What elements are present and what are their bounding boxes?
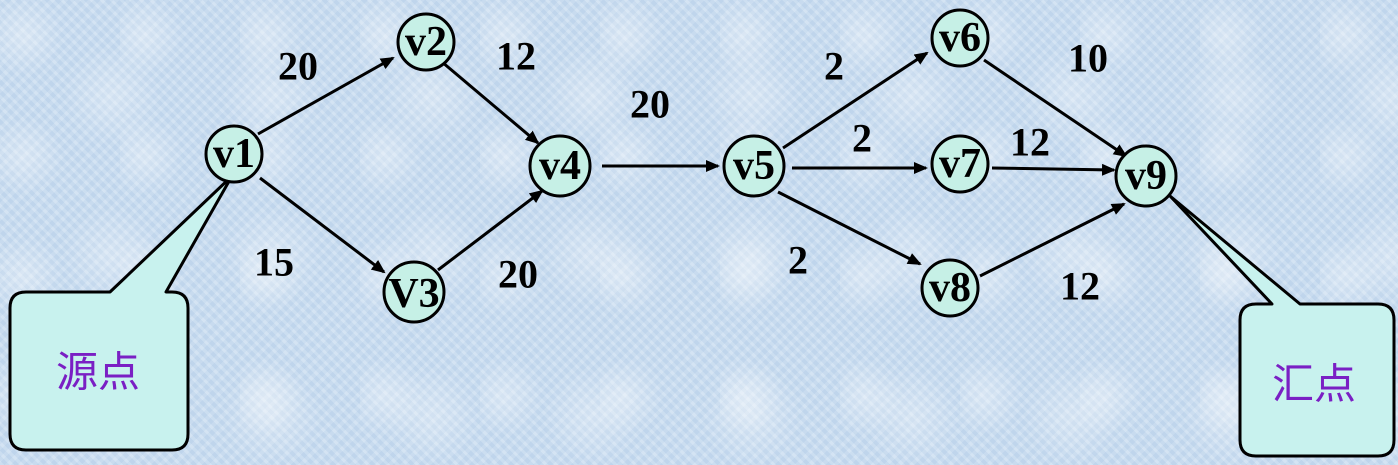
node-v3: V3 — [382, 260, 446, 324]
edge-v8-v9 — [979, 202, 1126, 278]
sink-callout: 汇点 — [1168, 194, 1396, 458]
weight-v6-v9: 10 — [1068, 36, 1108, 81]
node-v4: v4 — [528, 134, 592, 198]
weight-v5-v7: 2 — [852, 116, 872, 161]
sink-callout-label: 汇点 — [1272, 360, 1356, 409]
edge-v3-v4 — [437, 189, 544, 272]
weight-v1-v3: 15 — [254, 240, 294, 285]
edge-v1-v3 — [259, 176, 386, 274]
node-v7: v7 — [930, 134, 990, 194]
nodes: v1 v2 V3 v4 v5 v6 v7 v8 — [204, 8, 1178, 324]
node-v6-circle — [930, 8, 990, 68]
node-v9-label: v9 — [1125, 153, 1167, 199]
node-v2-label: v2 — [405, 19, 447, 65]
node-v8-label: v8 — [929, 265, 971, 311]
weight-v5-v6: 2 — [824, 44, 844, 89]
edges — [257, 51, 1128, 278]
weight-v2-v4: 12 — [496, 34, 536, 79]
node-v2-circle — [396, 12, 456, 72]
node-v4-circle — [528, 134, 592, 198]
node-v6: v6 — [930, 8, 990, 68]
node-v3-circle — [382, 260, 446, 324]
weight-v4-v5: 20 — [630, 82, 670, 127]
node-v7-label: v7 — [939, 141, 981, 187]
node-v4-label: v4 — [539, 143, 581, 189]
edge-v6-v9 — [983, 58, 1128, 158]
node-v5-circle — [722, 134, 786, 198]
edge-v5-v6 — [782, 51, 929, 150]
sink-callout-bubble — [1168, 194, 1396, 458]
node-v3-label: V3 — [388, 271, 439, 317]
edge-v5-v8 — [777, 190, 922, 266]
edge-v7-v9 — [991, 163, 1116, 176]
edge-v1-v2 — [257, 56, 395, 136]
source-callout: 源点 — [8, 174, 234, 452]
weight-v8-v9: 12 — [1060, 264, 1100, 309]
edge-v2-v4 — [441, 60, 540, 145]
node-v1-circle — [204, 124, 264, 184]
weight-v3-v4: 20 — [498, 252, 538, 297]
node-v6-label: v6 — [939, 15, 981, 61]
node-v1-label: v1 — [213, 131, 255, 177]
node-v9: v9 — [1114, 144, 1178, 208]
node-v8: v8 — [920, 258, 980, 318]
node-v5-label: v5 — [733, 143, 775, 189]
edge-weights: 20 12 15 20 20 2 2 2 10 12 12 — [254, 34, 1108, 309]
source-callout-bubble — [8, 174, 234, 452]
node-v7-circle — [930, 134, 990, 194]
node-v2: v2 — [396, 12, 456, 72]
node-v9-circle — [1114, 144, 1178, 208]
node-v5: v5 — [722, 134, 786, 198]
node-v8-circle — [920, 258, 980, 318]
weight-v1-v2: 20 — [278, 44, 318, 89]
node-v1: v1 — [204, 124, 264, 184]
weight-v5-v8: 2 — [788, 238, 808, 283]
weight-v7-v9: 12 — [1010, 120, 1050, 165]
source-callout-label: 源点 — [56, 348, 140, 397]
